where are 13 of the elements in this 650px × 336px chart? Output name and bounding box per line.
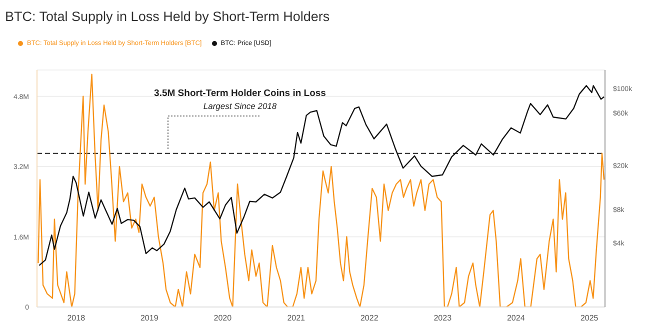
x-tick-label: 2023 [434, 314, 452, 323]
x-tick-label: 2021 [287, 314, 306, 323]
x-tick-label: 2025 [580, 314, 599, 323]
chart-title: BTC: Total Supply in Loss Held by Short-Term Holders [5, 9, 330, 24]
x-tick-label: 2020 [214, 314, 232, 323]
line-series [38, 74, 605, 307]
x-tick-label: 2019 [140, 314, 159, 323]
x-tick-label: 2024 [506, 314, 526, 323]
x-tick-label: 2022 [360, 314, 379, 323]
annotation: 3.5M Short-Term Holder Coins in Loss [153, 88, 327, 99]
line-series [38, 85, 605, 266]
x-tick-label: 2018 [67, 314, 86, 323]
annotation: Largest Since 2018 [202, 101, 278, 111]
